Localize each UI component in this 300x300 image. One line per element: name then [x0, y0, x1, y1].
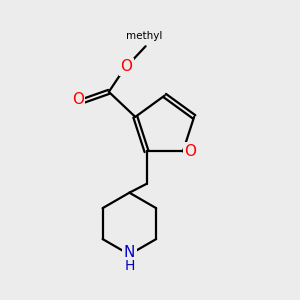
Text: O: O	[121, 59, 133, 74]
Text: N: N	[124, 245, 135, 260]
Text: O: O	[184, 144, 196, 159]
Text: methyl: methyl	[126, 31, 162, 41]
Text: H: H	[124, 259, 135, 273]
Text: O: O	[72, 92, 84, 107]
